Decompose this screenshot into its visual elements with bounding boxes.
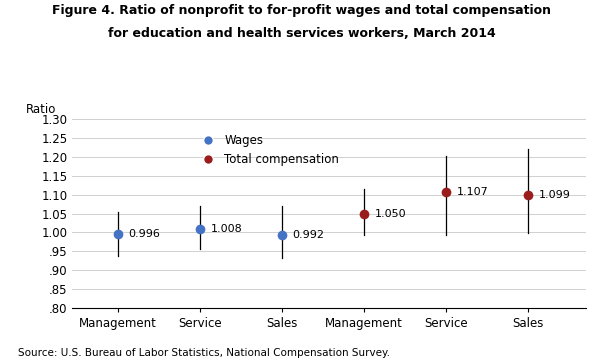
Text: 1.099: 1.099 — [539, 190, 571, 200]
Text: Figure 4. Ratio of nonprofit to for-profit wages and total compensation: Figure 4. Ratio of nonprofit to for-prof… — [53, 4, 551, 17]
Text: 0.996: 0.996 — [128, 229, 160, 239]
Text: for education and health services workers, March 2014: for education and health services worker… — [108, 27, 496, 40]
Legend: Wages, Total compensation: Wages, Total compensation — [191, 129, 344, 171]
Text: 1.107: 1.107 — [457, 187, 489, 197]
Text: Source: U.S. Bureau of Labor Statistics, National Compensation Survey.: Source: U.S. Bureau of Labor Statistics,… — [18, 348, 390, 358]
Text: 1.050: 1.050 — [374, 209, 406, 219]
Text: Ratio: Ratio — [27, 103, 57, 116]
Text: 0.992: 0.992 — [292, 231, 324, 240]
Text: 1.008: 1.008 — [210, 224, 242, 234]
